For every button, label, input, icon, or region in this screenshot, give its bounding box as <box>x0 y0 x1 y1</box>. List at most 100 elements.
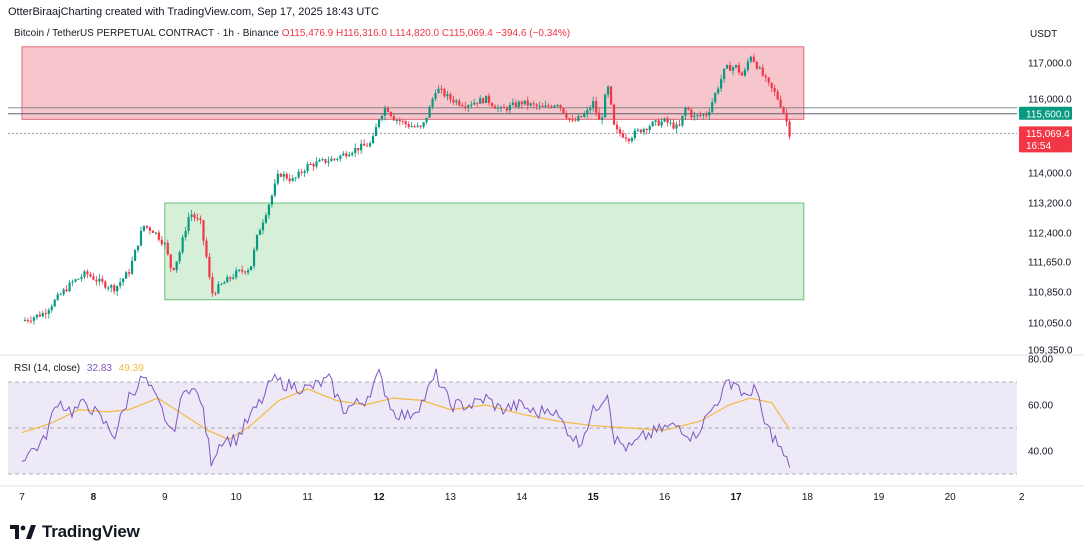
candle-up <box>68 282 71 292</box>
candle-up <box>342 153 345 156</box>
candle-up <box>255 234 259 250</box>
candle-up <box>696 115 699 117</box>
candle-down <box>776 91 779 100</box>
ohlc-values: O115,476.9 H116,316.0 L114,820.0 C115,06… <box>281 28 571 39</box>
candle-up <box>77 278 80 280</box>
price-axis[interactable]: 117,000.0 116,000.0 114,000.0 113,200.0 112,… <box>1028 59 1073 357</box>
candle-down <box>392 116 395 121</box>
candle-up <box>383 108 387 116</box>
candle-up <box>684 107 687 116</box>
candle-up <box>395 119 398 121</box>
currency-label[interactable]: USDT <box>1030 29 1058 40</box>
candle-down <box>535 104 538 107</box>
time-tick-label: 13 <box>445 492 457 503</box>
candle-up <box>601 117 604 120</box>
candle-down <box>687 107 690 110</box>
candle-down <box>404 121 407 125</box>
candle-down <box>526 100 529 106</box>
candle-up <box>130 260 134 274</box>
candle-down <box>550 106 553 108</box>
candle-down <box>443 89 446 97</box>
candle-up <box>586 110 589 115</box>
logo-text: TradingView <box>42 522 140 541</box>
candle-up <box>327 161 330 163</box>
time-tick-label: 11 <box>302 492 313 503</box>
candle-down <box>172 267 175 270</box>
candle-up <box>529 103 532 106</box>
countdown-text: 16:54 <box>1026 141 1051 152</box>
candle-up <box>485 95 488 103</box>
candle-down <box>386 108 390 112</box>
candle-down <box>196 217 199 219</box>
candle-up <box>467 105 470 108</box>
candle-up <box>226 277 229 283</box>
candle-down <box>461 105 464 107</box>
candle-down <box>413 126 416 128</box>
candle-up <box>74 279 77 282</box>
candle-down <box>788 121 791 137</box>
candle-up <box>154 232 157 234</box>
candle-up <box>303 171 306 173</box>
candle-down <box>764 75 767 78</box>
candle-up <box>630 138 633 142</box>
candle-down <box>202 220 205 241</box>
candle-up <box>380 115 384 120</box>
candle-down <box>755 61 758 69</box>
candle-down <box>452 99 455 103</box>
candle-down <box>532 103 535 105</box>
time-axis[interactable]: 7 8 9 10 11 12 13 14 15 16 17 18 19 20 2 <box>0 485 1084 503</box>
candle-down <box>568 118 571 120</box>
candle-up <box>119 282 122 286</box>
candle-down <box>458 100 461 106</box>
candle-down <box>770 82 773 88</box>
candle-down <box>493 106 497 109</box>
candle-down <box>166 242 169 255</box>
candle-down <box>363 143 366 146</box>
candle-down <box>205 240 208 257</box>
candle-down <box>211 277 214 294</box>
rsi-tick-label: 60.00 <box>1028 401 1053 412</box>
candle-up <box>720 79 723 89</box>
candle-down <box>672 122 675 129</box>
candle-up <box>604 94 607 118</box>
candle-up <box>261 222 265 231</box>
candle-up <box>181 237 184 253</box>
candle-down <box>113 285 116 292</box>
price-tick-label: 117,000.0 <box>1028 59 1072 70</box>
candle-down <box>627 138 630 142</box>
candle-up <box>410 126 413 128</box>
candle-up <box>291 178 294 181</box>
candle-down <box>101 278 104 282</box>
candle-up <box>83 271 86 277</box>
levels-layer <box>8 107 1017 134</box>
time-tick-label: 2 <box>1019 492 1025 503</box>
candle-up <box>276 173 279 184</box>
candle-up <box>648 126 651 131</box>
candle-down <box>279 173 282 177</box>
tradingview-logo[interactable]: TradingView <box>10 522 140 542</box>
rsi-legend[interactable]: RSI (14, close) 32.83 49.39 <box>14 363 144 374</box>
candle-down <box>505 107 509 111</box>
symbol-legend[interactable]: Bitcoin / TetherUS PERPETUAL CONTRACT · … <box>14 28 570 39</box>
rsi-axis[interactable]: 80.00 60.00 40.00 <box>1028 355 1053 458</box>
candle-up <box>446 94 449 97</box>
candle-down <box>333 158 336 160</box>
candle-down <box>160 239 163 245</box>
candle-up <box>711 102 714 112</box>
candle-down <box>89 274 92 277</box>
candle-up <box>428 106 431 118</box>
candle-up <box>249 266 253 271</box>
candle-down <box>699 115 702 117</box>
candle-up <box>517 101 520 107</box>
candle-down <box>300 171 303 173</box>
rsi-value: 32.83 <box>86 363 112 374</box>
candle-up <box>351 152 354 155</box>
candle-down <box>449 94 452 100</box>
candle-down <box>782 107 785 113</box>
symbol-name[interactable]: Bitcoin / TetherUS PERPETUAL CONTRACT · … <box>14 28 279 39</box>
candle-down <box>29 320 33 322</box>
candle-up <box>734 64 738 68</box>
rsi-label[interactable]: RSI (14, close) <box>14 363 81 374</box>
price-tick-label: 114,000.0 <box>1028 169 1072 180</box>
